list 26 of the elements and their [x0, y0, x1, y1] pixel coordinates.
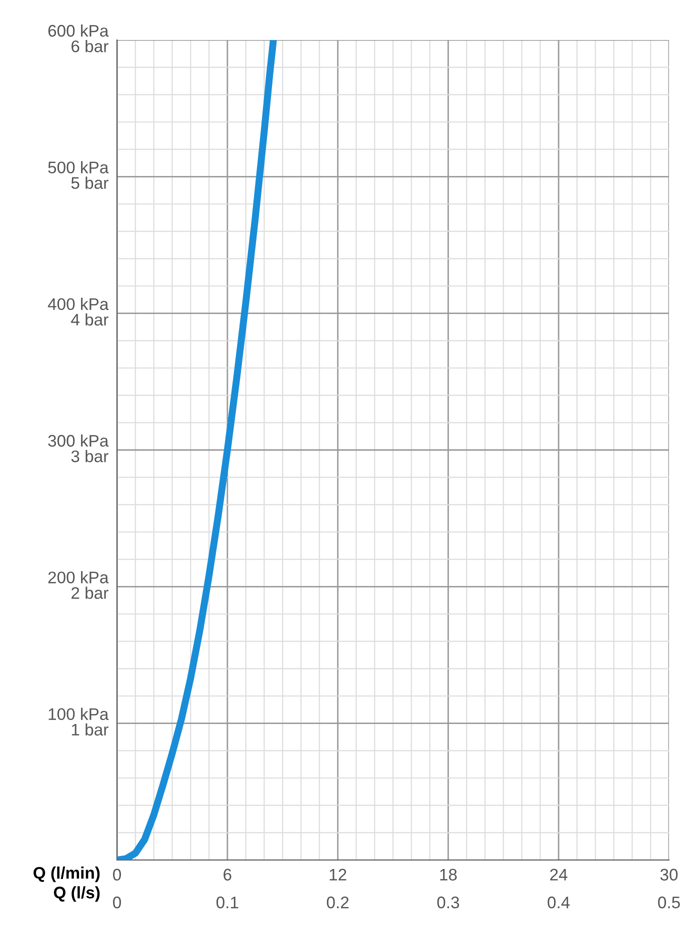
x-tick-label: 6: [224, 868, 232, 881]
y-tick-label: 500 kPa: [48, 161, 109, 174]
y-tick-label: 200 kPa: [48, 571, 109, 584]
y2-tick-label: 3 bar: [71, 450, 108, 462]
y2-tick-label: 2 bar: [72, 586, 108, 599]
y2-tick-label: 4 bar: [71, 313, 108, 326]
x2-tick-label: 0.3: [437, 896, 460, 908]
x2-tick-label: 0.5: [658, 896, 680, 908]
y-tick-label: 100 kPa: [48, 708, 109, 720]
x-axis-title: Q (l/min): [34, 866, 100, 882]
x-tick-label: 18: [440, 868, 457, 881]
y-tick-label: 600 kPa: [48, 24, 109, 37]
y-tick-label: 300 kPa: [48, 434, 109, 447]
y2-tick-label: 5 bar: [71, 176, 108, 189]
x-tick-label: 24: [550, 868, 568, 880]
x2-tick-label: 0: [113, 896, 121, 908]
y2-tick-label: 6 bar: [72, 40, 108, 52]
x2-axis-title: Q (l/s): [54, 886, 100, 902]
x2-tick-label: 0.2: [326, 896, 349, 908]
y2-tick-label: 1 bar: [72, 723, 108, 736]
y-tick-label: 400 kPa: [48, 298, 109, 310]
x2-tick-label: 0.4: [548, 896, 570, 908]
x-tick-label: 30: [660, 868, 678, 881]
x-tick-label: 0: [113, 868, 121, 881]
x2-tick-label: 0.1: [216, 896, 238, 908]
x-tick-label: 12: [330, 868, 346, 880]
